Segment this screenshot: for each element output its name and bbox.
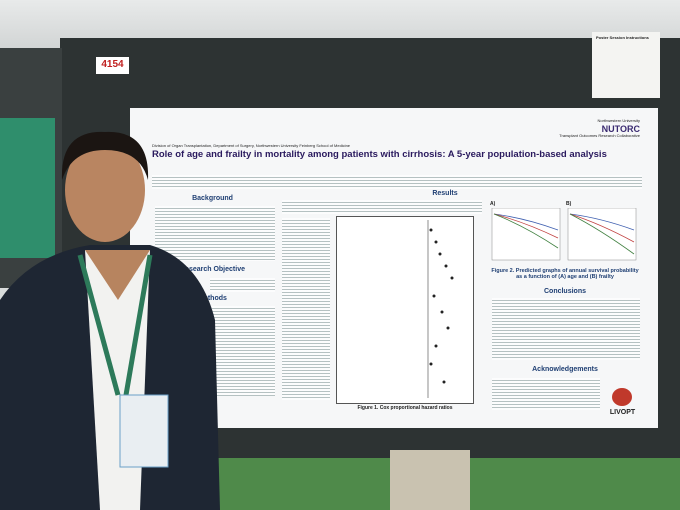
poster-logo: NUTORC <box>601 124 640 134</box>
figure-caption: Figure 1. Cox proportional hazard ratios <box>357 405 453 411</box>
board-number-card <box>96 57 129 74</box>
text-block <box>210 278 275 292</box>
badge <box>119 394 169 468</box>
neck <box>85 250 150 300</box>
legs-background <box>390 450 470 510</box>
point-estimates <box>429 228 454 384</box>
forest-plot <box>336 216 474 404</box>
section-heading: Acknowledgements <box>532 366 598 373</box>
panel-label: A) <box>490 201 496 207</box>
section-heading: Results <box>432 190 458 197</box>
poster-institution: Northwestern University <box>597 118 640 123</box>
sponsor-logo: LIVOPT <box>609 409 636 416</box>
poster-logo-subtitle: Transplant Outcomes Research Collaborati… <box>559 133 640 138</box>
figure-caption: Figure 2. Predicted graphs of annual sur… <box>491 268 639 281</box>
side-sheet <box>592 32 660 98</box>
face <box>65 138 145 242</box>
survival-graphs <box>491 208 637 261</box>
hair <box>61 131 149 180</box>
text-block <box>155 206 275 261</box>
author-lines <box>152 175 642 189</box>
poster-department: Division of Organ Transplantation, Depar… <box>152 143 351 148</box>
board-number: 4154 <box>101 59 124 70</box>
text-block <box>492 298 640 360</box>
section-heading: Research Objective <box>180 266 245 273</box>
poster-title: Role of age and frailty in mortality amo… <box>152 149 607 160</box>
lanyard <box>77 254 153 396</box>
text-block <box>282 200 482 214</box>
section-heading: Background <box>192 195 233 202</box>
left-poster <box>0 118 55 258</box>
section-heading: Conclusions <box>543 288 586 295</box>
panel-label: B) <box>566 201 572 207</box>
text-block <box>492 378 600 410</box>
text-block <box>212 306 275 396</box>
section-heading: Methods <box>198 295 227 302</box>
sponsor-icon <box>612 388 632 406</box>
side-note: Poster Session Instructions <box>596 35 649 40</box>
text-block <box>282 218 330 400</box>
forest-plot-marks <box>427 220 454 398</box>
